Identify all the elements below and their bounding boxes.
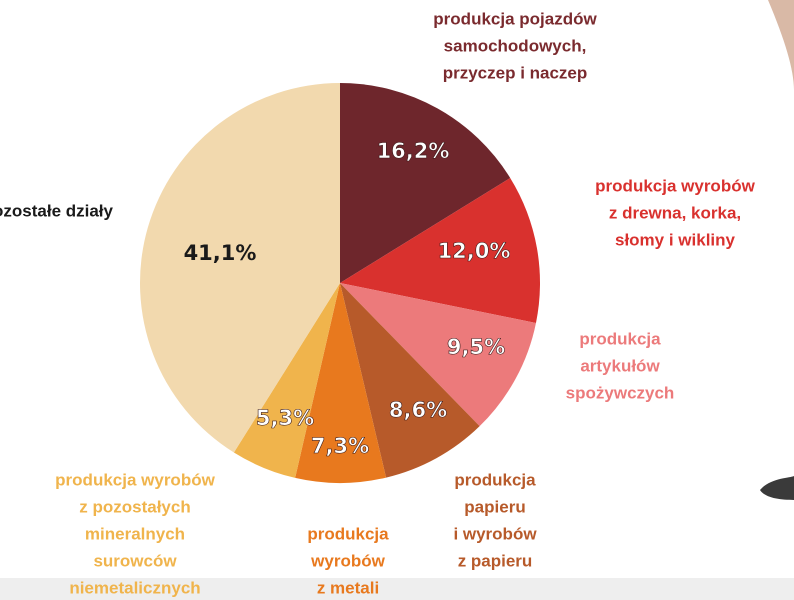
category-label: surowców (93, 551, 177, 570)
value-label: 12,0% (438, 239, 511, 263)
category-label: produkcja pojazdów (433, 9, 597, 28)
value-label: 16,2% (377, 139, 450, 163)
category-label: z papieru (458, 551, 533, 570)
category-label: i wyrobów (453, 524, 537, 543)
category-label: niemetalicznych (69, 578, 200, 597)
pie-slice (340, 283, 480, 478)
pie-slice (140, 83, 340, 453)
pie-slice (233, 283, 340, 478)
category-label: produkcja (454, 470, 536, 489)
pie-slice (340, 83, 511, 283)
category-label: spożywczych (566, 383, 675, 402)
photo-fragment (768, 0, 794, 90)
category-label: z pozostałych (79, 497, 190, 516)
photo-fragment (760, 476, 794, 500)
category-label: produkcja wyrobów (595, 176, 755, 195)
category-label: wyrobów (310, 551, 385, 570)
category-label: samochodowych, (444, 36, 587, 55)
value-label: 41,1% (184, 241, 257, 265)
category-label: pozostałe działy (0, 201, 114, 220)
category-label: produkcja (307, 524, 389, 543)
category-label: z metali (317, 578, 379, 597)
category-label: papieru (464, 497, 525, 516)
bottom-bar (0, 578, 794, 600)
value-label: 7,3% (311, 434, 369, 458)
pie-slice (340, 283, 536, 427)
value-label: 5,3% (256, 406, 314, 430)
value-label: 8,6% (389, 398, 447, 422)
pie-slice (340, 177, 540, 323)
category-label: produkcja wyrobów (55, 470, 215, 489)
category-label: artykułów (580, 356, 660, 375)
category-label: z drewna, korka, (609, 203, 741, 222)
category-label: produkcja (579, 329, 661, 348)
category-label: słomy i wikliny (615, 230, 736, 249)
pie-slice (295, 283, 387, 483)
category-label: przyczep i naczep (443, 63, 588, 82)
category-label: mineralnych (85, 524, 185, 543)
value-label: 9,5% (447, 335, 505, 359)
